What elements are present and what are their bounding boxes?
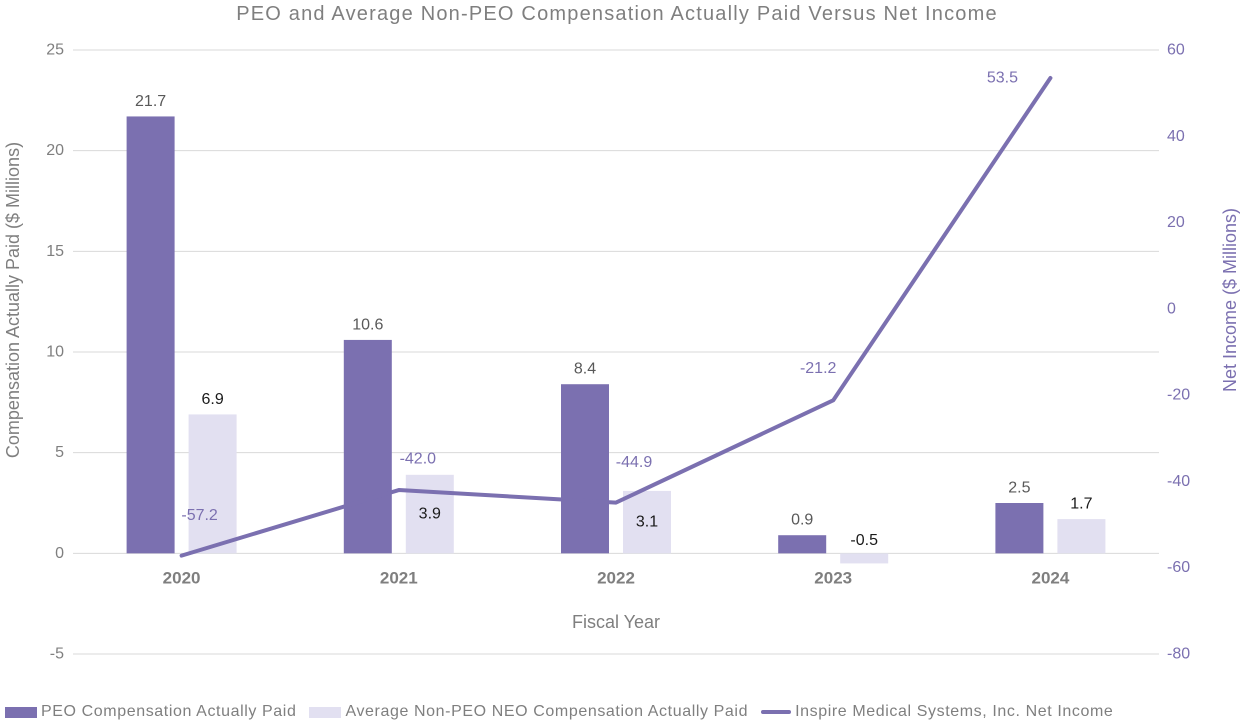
bar-value-label: -0.5 <box>850 532 878 549</box>
left-axis-tick-label: 5 <box>55 444 64 461</box>
bar <box>343 339 392 554</box>
legend: PEO Compensation Actually Paid Average N… <box>5 703 1113 721</box>
bar-value-label: 6.9 <box>201 391 223 408</box>
chart-title: PEO and Average Non-PEO Compensation Act… <box>236 3 998 25</box>
bar-value-label: 2.5 <box>1008 480 1030 497</box>
legend-item-net-income[interactable]: Inspire Medical Systems, Inc. Net Income <box>761 703 1113 721</box>
category-label: 2023 <box>814 569 852 588</box>
left-axis-tick-label: 0 <box>55 545 64 562</box>
bar <box>126 116 175 554</box>
bar <box>778 535 827 554</box>
category-label: 2024 <box>1031 569 1069 588</box>
legend-label-non-peo: Average Non-PEO NEO Compensation Actuall… <box>345 703 749 720</box>
right-axis-tick-label: -20 <box>1167 387 1190 404</box>
x-axis-title: Fiscal Year <box>572 612 660 632</box>
left-axis-tick-label: 20 <box>46 142 64 159</box>
non-peo-series-swatch <box>309 706 342 718</box>
legend-label-peo: PEO Compensation Actually Paid <box>41 703 297 720</box>
legend-label-net-income: Inspire Medical Systems, Inc. Net Income <box>795 703 1114 720</box>
left-axis-tick-label: -5 <box>50 646 64 663</box>
left-axis-title: Compensation Actually Paid ($ Millions) <box>3 142 23 458</box>
line-value-label: -21.2 <box>800 360 837 377</box>
bar-value-label: 10.6 <box>352 316 383 333</box>
line-value-label: -57.2 <box>181 507 218 524</box>
category-label: 2021 <box>380 569 418 588</box>
right-axis-tick-label: 20 <box>1167 214 1185 231</box>
right-axis-tick-label: 0 <box>1167 300 1176 317</box>
right-axis-tick-label: 60 <box>1167 42 1185 59</box>
bar-value-label: 3.9 <box>419 506 441 523</box>
right-axis-tick-label: -80 <box>1167 646 1190 663</box>
bar <box>840 553 889 564</box>
category-label: 2022 <box>597 569 635 588</box>
legend-item-peo[interactable]: PEO Compensation Actually Paid <box>5 703 296 721</box>
line-value-label: -44.9 <box>616 454 653 471</box>
bar <box>405 474 454 554</box>
right-axis-tick-label: -40 <box>1167 473 1190 490</box>
category-label: 2020 <box>163 569 201 588</box>
legend-item-non-peo[interactable]: Average Non-PEO NEO Compensation Actuall… <box>309 703 748 721</box>
peo-series-swatch <box>5 706 37 718</box>
bar-value-label: 3.1 <box>636 514 658 531</box>
right-axis-title: Net Income ($ Millions) <box>1220 208 1240 392</box>
left-axis-tick-label: 10 <box>46 344 64 361</box>
net-income-line <box>179 76 1053 558</box>
bar <box>995 503 1044 554</box>
bar-value-label: 1.7 <box>1070 496 1092 513</box>
left-axis-tick-label: 15 <box>46 243 64 260</box>
bar-value-label: 21.7 <box>135 93 166 110</box>
bar <box>188 414 237 554</box>
bar <box>623 490 671 554</box>
right-axis-tick-label: -60 <box>1167 559 1190 576</box>
bar <box>561 384 609 554</box>
left-axis-tick-label: 25 <box>46 42 64 59</box>
right-axis-tick-label: 40 <box>1167 128 1185 145</box>
net-income-series-swatch <box>761 710 792 714</box>
bar <box>1057 519 1106 554</box>
line-value-label: 53.5 <box>987 70 1018 87</box>
bar-value-label: 8.4 <box>574 361 596 378</box>
line-value-label: -42.0 <box>400 451 437 468</box>
bar-value-label: 0.9 <box>791 512 813 529</box>
